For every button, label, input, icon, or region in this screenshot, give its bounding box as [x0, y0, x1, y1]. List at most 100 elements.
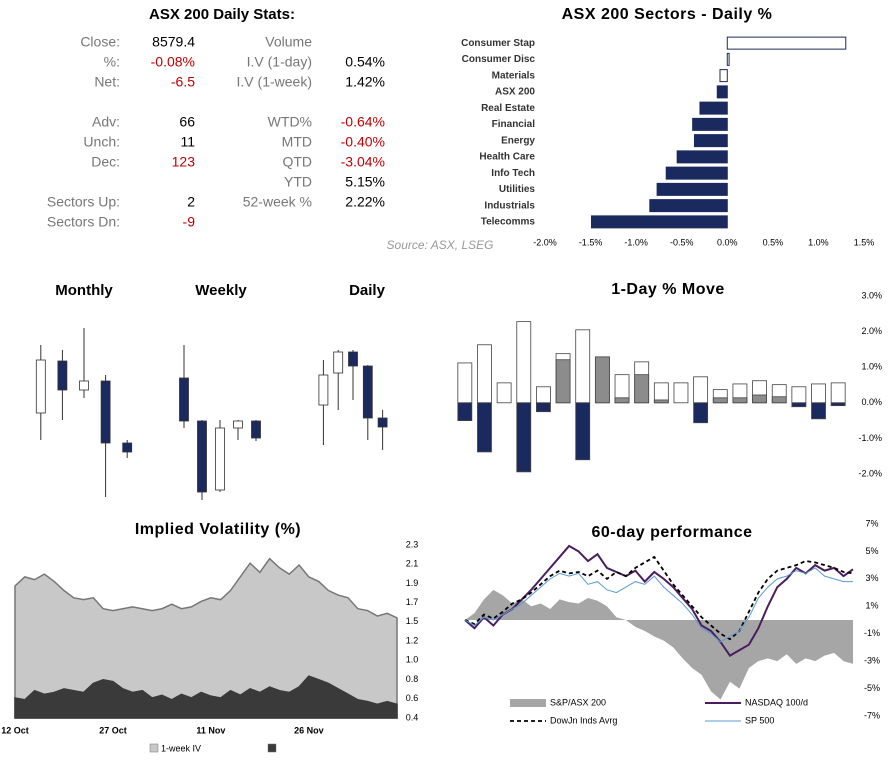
- x-tick-label: 0.0%: [717, 237, 738, 247]
- legend-swatch: [149, 743, 159, 753]
- y-tick-label: 1.9: [406, 578, 419, 588]
- y-tick-label: 1%: [865, 601, 878, 611]
- bar: [649, 199, 728, 213]
- bar: [771, 396, 787, 404]
- bar: [716, 85, 728, 99]
- bar: [656, 182, 728, 196]
- x-tick-label: 1.5%: [854, 237, 875, 247]
- bar: [712, 397, 728, 404]
- stat-value: -0.64%: [341, 114, 385, 130]
- bar: [516, 321, 532, 404]
- bar: [791, 386, 807, 404]
- category-label: Energy: [501, 135, 535, 146]
- category-label: Materials: [492, 70, 536, 81]
- stat-value: 66: [179, 114, 195, 130]
- candle-body: [35, 359, 46, 414]
- stats-title: ASX 200 Daily Stats:: [149, 6, 295, 23]
- stat-value: 11: [180, 134, 195, 150]
- x-tick-label: 1.0%: [808, 237, 829, 247]
- stat-label: Net:: [94, 74, 120, 90]
- y-tick-label: 0.0%: [861, 397, 882, 407]
- candle-body: [197, 420, 207, 493]
- y-tick-label: 0.6: [406, 693, 419, 703]
- x-tick-label: -1.0%: [624, 237, 648, 247]
- bar: [693, 134, 728, 148]
- candle-body: [362, 365, 373, 419]
- y-tick-label: 1.5: [406, 616, 419, 626]
- line: [464, 544, 854, 657]
- candle-body: [233, 420, 243, 429]
- stat-value: -0.40%: [341, 134, 385, 150]
- stat-label: 52-week %: [243, 194, 312, 210]
- y-tick-label: 2.0%: [861, 326, 882, 336]
- stat-value: -6.5: [171, 74, 195, 90]
- bar: [477, 402, 492, 453]
- chart-title: Weekly: [195, 282, 247, 299]
- x-tick-label: 12 Oct: [1, 725, 29, 735]
- bar: [673, 382, 689, 404]
- stat-label: %:: [104, 54, 120, 70]
- candle-body: [179, 377, 189, 422]
- y-tick-label: 1.7: [406, 597, 419, 607]
- bar: [477, 344, 492, 404]
- legend-label: 1-week IV: [161, 743, 201, 753]
- bar: [516, 402, 532, 473]
- stat-value: 2.22%: [345, 194, 385, 210]
- bar: [575, 402, 591, 461]
- candle-body: [57, 360, 68, 391]
- bar: [830, 402, 846, 407]
- chart-title: Implied Volatility (%): [135, 521, 301, 538]
- x-tick-label: 11 Nov: [196, 725, 225, 735]
- candle-body: [333, 351, 344, 374]
- legend-label: S&P/ASX 200: [550, 697, 606, 707]
- bar: [699, 101, 728, 115]
- bar: [726, 36, 847, 50]
- stat-label: YTD: [284, 174, 312, 190]
- candle-body: [100, 380, 111, 444]
- stat-label: WTD%: [268, 114, 312, 130]
- bar: [811, 383, 826, 404]
- category-label: Utilities: [499, 184, 536, 195]
- chart-title: Daily: [349, 282, 386, 299]
- stat-label: Dec:: [91, 154, 120, 170]
- candle-body: [122, 442, 133, 453]
- bar: [665, 166, 728, 180]
- y-tick-label: -7%: [864, 710, 880, 720]
- y-tick-label: 0.8: [406, 674, 419, 684]
- y-tick-label: -2.0%: [858, 468, 882, 478]
- legend-label: SP 500: [745, 715, 774, 725]
- chart-title: 60-day performance: [591, 524, 752, 541]
- y-tick-label: 7%: [865, 518, 878, 528]
- stat-value: 1.42%: [345, 74, 385, 90]
- category-label: Info Tech: [491, 168, 535, 179]
- bar: [676, 150, 728, 164]
- candle-body: [348, 351, 358, 367]
- bar: [457, 362, 473, 404]
- candle-body: [251, 420, 261, 439]
- candle-body: [377, 417, 388, 428]
- stat-value: 0.54%: [345, 54, 385, 70]
- stat-value: 123: [172, 154, 196, 170]
- bar: [791, 402, 807, 408]
- source: Source: ASX, LSEG: [387, 238, 494, 252]
- bar: [693, 376, 709, 404]
- bar: [634, 374, 650, 404]
- bar: [732, 397, 748, 404]
- stat-value: 5.15%: [345, 174, 385, 190]
- bar: [693, 402, 709, 424]
- y-tick-label: 1.0%: [861, 362, 882, 372]
- candle-body: [215, 427, 225, 491]
- category-label: Consumer Stap: [461, 38, 535, 49]
- category-label: Consumer Disc: [462, 54, 536, 65]
- bar: [555, 359, 571, 404]
- bar: [830, 382, 846, 404]
- chart-title: ASX 200 Sectors - Daily %: [562, 6, 773, 23]
- category-label: Industrials: [484, 200, 535, 211]
- category-label: Financial: [492, 119, 536, 130]
- legend-label: NASDAQ 100/d: [745, 697, 808, 707]
- stat-label: Sectors Up:: [47, 194, 120, 210]
- legend-swatch: [267, 743, 277, 753]
- bar: [457, 402, 473, 421]
- bar: [590, 215, 728, 229]
